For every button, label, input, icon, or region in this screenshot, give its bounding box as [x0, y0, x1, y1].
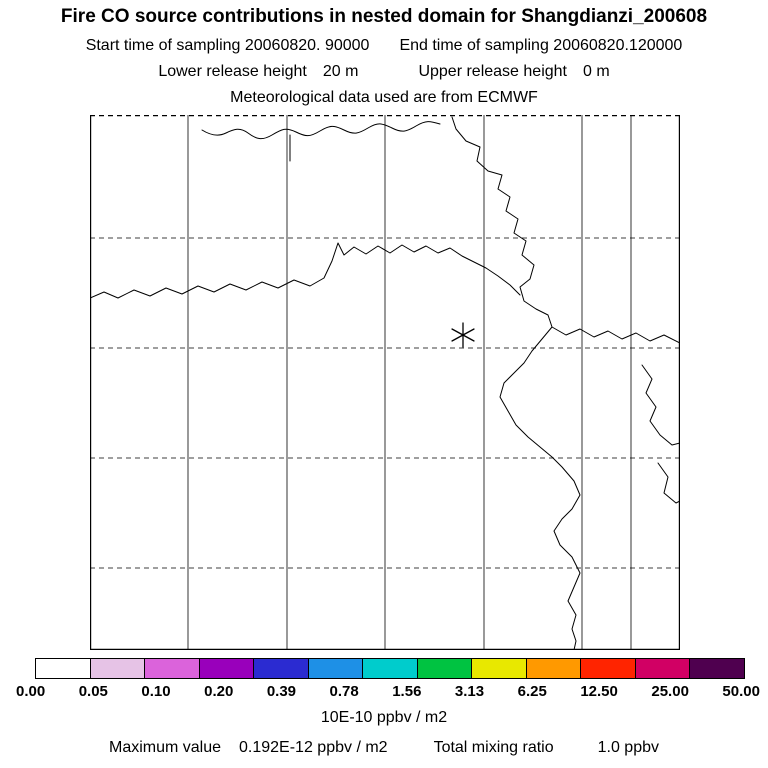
- colorbar-labels: 0.00 0.05 0.10 0.20 0.39 0.78 1.56 3.13 6.25 12.5…: [16, 683, 760, 700]
- coastline-north: [201, 121, 441, 140]
- colorbar-cell: [689, 659, 744, 678]
- colorbar-tick-label: 0.20: [204, 683, 234, 700]
- coastline-west: [90, 242, 521, 299]
- colorbar-cell: [144, 659, 199, 678]
- total-mixing-label: Total mixing ratio: [433, 739, 554, 756]
- coastlines: [90, 116, 680, 650]
- sampling-time-row: Start time of sampling 20060820. 90000 E…: [0, 37, 768, 55]
- colorbar-tick-label: 0.10: [141, 683, 171, 700]
- colorbar-tick-label: 0.05: [78, 683, 108, 700]
- colorbar-tick-label: 25.00: [651, 683, 689, 700]
- colorbar-cell: [471, 659, 526, 678]
- colorbar-cell: [634, 659, 690, 678]
- figure-title: Fire CO source contributions in nested d…: [60, 6, 708, 27]
- map-grid: [90, 115, 680, 650]
- colorbar-cell: [580, 659, 635, 678]
- colorbar-cell: [362, 659, 417, 678]
- colorbar-tick-label: 3.13: [454, 683, 485, 700]
- coastline-peninsula: [641, 364, 680, 446]
- colorbar-tick-label: 0.39: [266, 683, 297, 700]
- total-mixing-value: 1.0 ppbv: [597, 739, 659, 756]
- end-time-label: End time of sampling 20060820.120000: [399, 37, 683, 54]
- colorbar-cell: [525, 659, 581, 678]
- lower-release-label: Lower release height: [158, 63, 307, 80]
- colorbar-tick-label: 6.25: [517, 683, 547, 700]
- upper-release-label: Upper release height: [418, 63, 567, 80]
- colorbar-tick-label: 12.50: [580, 683, 618, 700]
- colorbar-cell: [198, 659, 254, 678]
- station-marker: [451, 322, 475, 348]
- upper-release-value: 0 m: [583, 63, 610, 80]
- release-height-row: Lower release height 20 m Upper release …: [0, 63, 768, 81]
- colorbar-cell: [307, 659, 363, 678]
- colorbar-cell: [36, 659, 90, 678]
- colorbar-cell: [253, 659, 308, 678]
- coastline-east-branch: [551, 326, 680, 344]
- colorbar-tick-label: 0.78: [329, 683, 359, 700]
- start-time-label: Start time of sampling 20060820. 90000: [85, 37, 370, 54]
- max-value-label: Maximum value: [108, 739, 222, 756]
- colorbar-tick-label: 0.00: [16, 683, 46, 700]
- coastline-east: [451, 116, 581, 650]
- footer-row: Maximum value 0.192E-12 ppbv / m2 Total …: [0, 739, 768, 757]
- colorbar-cell: [89, 659, 145, 678]
- lower-release-value: 20 m: [322, 63, 359, 80]
- colorbar-tick-label: 50.00: [722, 683, 760, 700]
- met-data-label: Meteorological data used are from ECMWF: [230, 89, 538, 106]
- map-svg: [90, 115, 680, 650]
- coastline-right-edge: [657, 462, 680, 504]
- colorbar: [35, 658, 745, 679]
- colorbar-cell: [416, 659, 472, 678]
- colorbar-tick-label: 1.56: [392, 683, 422, 700]
- max-value: 0.192E-12 ppbv / m2: [239, 739, 388, 756]
- colorbar-units-label: 10E-10 ppbv / m2: [320, 709, 448, 726]
- map-panel: [90, 115, 680, 650]
